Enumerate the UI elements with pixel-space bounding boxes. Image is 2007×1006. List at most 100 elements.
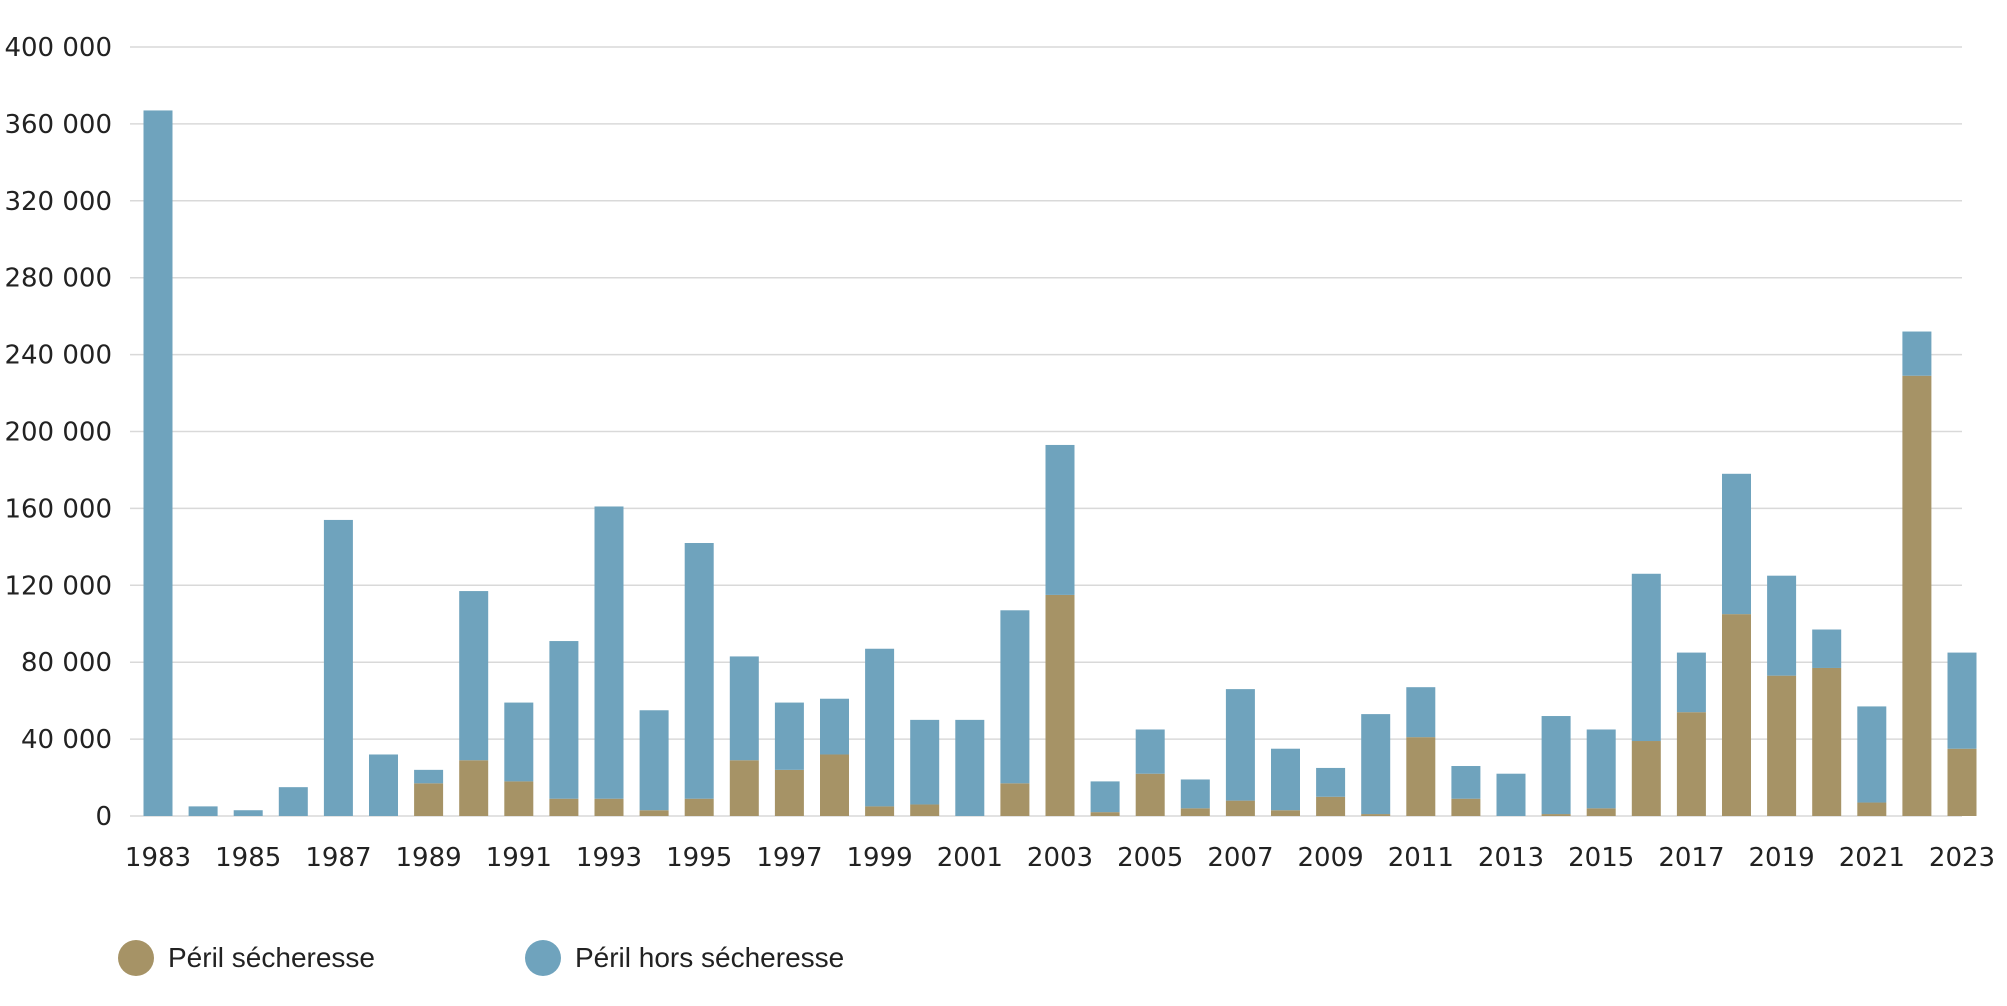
bar-drought (774, 769, 804, 816)
bar-non-drought (1271, 748, 1300, 811)
legend-item-non-drought: Péril hors sécheresse (524, 940, 845, 976)
bar-drought (1857, 802, 1887, 816)
bar-drought (1180, 808, 1210, 816)
bar-non-drought (1857, 706, 1887, 803)
bar-drought (1406, 737, 1436, 816)
bar-non-drought (1451, 766, 1481, 799)
bar-non-drought (910, 719, 940, 805)
x-tick-label: 1991 (486, 843, 552, 873)
bar-non-drought (1135, 729, 1165, 774)
y-tick-label: 200 000 (4, 418, 112, 448)
bar-drought (1225, 800, 1255, 816)
bar-drought (1541, 814, 1571, 816)
bar-non-drought (369, 754, 398, 816)
legend: Péril sécheresse Péril hors sécheresse (118, 940, 994, 976)
bar-drought (1812, 667, 1842, 816)
x-tick-label: 2011 (1388, 843, 1454, 873)
bar-drought (639, 810, 669, 816)
bar-non-drought (1722, 473, 1751, 615)
y-tick-label: 80 000 (21, 648, 112, 678)
bar-non-drought (1812, 629, 1842, 668)
y-tick-label: 320 000 (4, 187, 112, 217)
x-tick-label: 1987 (305, 843, 371, 873)
legend-label-drought: Péril sécheresse (168, 942, 375, 973)
x-tick-label: 1995 (666, 843, 732, 873)
y-tick-label: 360 000 (4, 110, 112, 140)
bar-drought (865, 806, 895, 816)
y-axis-ticks: 0 40 000 80 000 120 000 160 000 200 000 240 00… (4, 33, 112, 832)
bar-non-drought (1045, 444, 1075, 595)
bar-non-drought (639, 710, 669, 811)
x-tick-label: 1983 (125, 843, 191, 873)
bar-non-drought (1406, 687, 1436, 738)
bar-drought (729, 760, 759, 816)
bar-non-drought (549, 641, 579, 799)
legend-swatch-non-drought (524, 940, 561, 976)
bar-drought (1271, 810, 1300, 816)
bar-drought (1902, 375, 1932, 816)
bar-non-drought (684, 543, 714, 799)
legend-swatch-drought (118, 940, 154, 976)
bar-drought (549, 798, 579, 816)
bar-drought (1316, 796, 1346, 816)
bar-non-drought (1541, 716, 1571, 815)
y-tick-label: 40 000 (21, 725, 112, 755)
bar-drought (459, 760, 489, 816)
bar-non-drought (774, 702, 804, 770)
bar-drought (1676, 712, 1706, 816)
bar-non-drought (1496, 773, 1526, 816)
x-tick-label: 2001 (937, 843, 1003, 873)
bar-non-drought (729, 656, 759, 761)
bar-non-drought (1676, 652, 1706, 713)
bar-non-drought (1000, 610, 1030, 784)
bar-drought (1135, 773, 1165, 816)
y-tick-label: 160 000 (4, 494, 112, 524)
x-tick-label: 1997 (756, 843, 822, 873)
bar-non-drought (1316, 767, 1346, 797)
y-tick-label: 240 000 (4, 341, 112, 371)
legend-label-non-drought: Péril hors sécheresse (574, 942, 845, 973)
bar-non-drought (594, 506, 624, 799)
bar-non-drought (459, 591, 489, 761)
y-tick-label: 120 000 (4, 571, 112, 601)
bar-drought (820, 754, 849, 816)
bar-drought (1000, 783, 1030, 816)
x-tick-label: 2003 (1027, 843, 1093, 873)
bar-non-drought (1631, 573, 1661, 742)
bar-drought (1767, 675, 1797, 816)
bar-non-drought (865, 648, 895, 807)
bar-drought (1361, 814, 1391, 816)
bar-drought (684, 798, 714, 816)
bars (143, 110, 1977, 816)
bar-non-drought (820, 698, 849, 755)
y-tick-label: 0 (95, 802, 112, 832)
bar-drought (594, 798, 624, 816)
bar-non-drought (1361, 714, 1391, 815)
bar-non-drought (504, 702, 534, 782)
bar-non-drought (955, 719, 985, 816)
x-tick-label: 2013 (1478, 843, 1544, 873)
bar-non-drought (1180, 779, 1210, 809)
x-tick-label: 2019 (1749, 843, 1815, 873)
bar-drought (1947, 748, 1977, 816)
x-tick-label: 2009 (1298, 843, 1364, 873)
bar-non-drought (143, 110, 173, 816)
x-tick-label: 1985 (215, 843, 281, 873)
bar-non-drought (1902, 331, 1932, 376)
bar-drought (504, 781, 534, 816)
x-tick-label: 1993 (576, 843, 642, 873)
bar-non-drought (414, 769, 444, 784)
bar-non-drought (1090, 781, 1120, 813)
x-tick-label: 2017 (1658, 843, 1724, 873)
bar-drought (414, 783, 444, 816)
x-axis-ticks: 1983 1985 1987 1989 1991 1993 1995 1997 1999 2001… (125, 843, 1995, 873)
bar-non-drought (1225, 689, 1255, 801)
bar-drought (1451, 798, 1481, 816)
bar-non-drought (233, 810, 263, 816)
bar-drought (1586, 808, 1616, 816)
bar-drought (1722, 614, 1751, 816)
bar-drought (1090, 812, 1120, 816)
bar-non-drought (1586, 729, 1616, 809)
bar-non-drought (278, 787, 308, 816)
